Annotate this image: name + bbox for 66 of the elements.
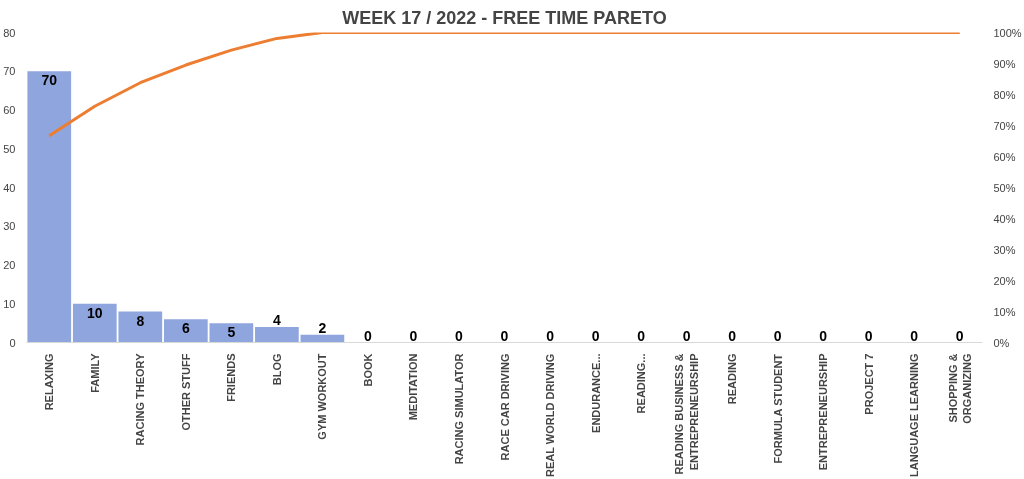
data-label: 0 — [728, 327, 737, 344]
y2-tick-label: 60% — [993, 150, 1016, 163]
data-label: 0 — [364, 327, 373, 344]
data-label: 0 — [637, 327, 646, 344]
x-tick-label: READING... — [635, 353, 648, 414]
bar — [163, 319, 208, 343]
y-tick-label: 60 — [3, 104, 16, 116]
y2-tick-label: 70% — [993, 119, 1016, 132]
data-label: 0 — [955, 327, 964, 344]
data-label: 0 — [773, 327, 782, 344]
data-label: 70 — [41, 72, 58, 89]
data-label: 2 — [318, 319, 327, 336]
y2-tick-label: 0% — [993, 336, 1010, 349]
x-tick-label: GYM WORKOUT — [316, 353, 329, 440]
chart-title: WEEK 17 / 2022 - FREE TIME PARETO — [342, 7, 667, 28]
x-tick-label: OTHER STUFF — [179, 353, 192, 431]
y2-tick-label: 80% — [993, 88, 1016, 101]
x-tick-label: BOOK — [361, 353, 374, 387]
y-tick-label: 0 — [9, 336, 16, 349]
data-label: 8 — [136, 312, 145, 329]
y-tick-label: 40 — [3, 181, 16, 194]
data-label: 0 — [864, 327, 873, 344]
x-tick-label: FAMILY — [88, 352, 101, 393]
y-tick-label: 20 — [3, 259, 16, 271]
y2-tick-label: 50% — [993, 181, 1016, 194]
x-tick-label: PROJECT 7 — [862, 353, 875, 415]
y-tick-label: 80 — [3, 26, 16, 39]
x-tick-label: READING — [726, 353, 739, 405]
bar — [255, 327, 299, 343]
x-tick-label: REAL WORLD DRIVING — [544, 353, 557, 477]
x-tick-label: RACE CAR DRIVING — [498, 353, 511, 461]
data-label: 0 — [591, 327, 600, 344]
x-tick-label: BLOG — [270, 353, 283, 386]
x-tick-label: FORMULA STUDENT — [771, 353, 784, 464]
data-label: 6 — [181, 320, 190, 337]
y-tick-label: 50 — [3, 142, 16, 155]
x-tick-label: READING BUSINESS & ENTREPRENEURSHIP — [673, 353, 700, 475]
data-label: 10 — [87, 304, 103, 321]
x-tick-label: MEDITATION — [407, 353, 420, 421]
y-tick-label: 70 — [3, 65, 16, 78]
data-label: 0 — [682, 327, 691, 344]
data-label: 0 — [546, 327, 555, 344]
data-label: 0 — [910, 327, 919, 344]
y2-tick-label: 90% — [993, 57, 1016, 70]
y2-tick-label: 40% — [993, 212, 1016, 225]
y2-tick-label: 30% — [993, 243, 1016, 256]
x-tick-label: SHOPPING & ORGANIZING — [946, 353, 973, 424]
data-label: 5 — [227, 324, 236, 341]
x-tick-label: RACING THEORY — [134, 352, 147, 446]
data-label: 0 — [409, 327, 418, 344]
data-label: 4 — [272, 312, 281, 328]
y2-tick-label: 100% — [993, 26, 1022, 39]
y2-tick-label: 20% — [993, 274, 1016, 287]
x-tick-label: FRIENDS — [225, 353, 238, 402]
data-label: 0 — [500, 327, 509, 344]
y-tick-label: 10 — [3, 297, 16, 310]
x-tick-label: LANGUAGE LEARNING — [908, 353, 921, 477]
data-label: 0 — [455, 327, 464, 344]
x-tick-label: RELAXING — [43, 353, 56, 411]
bar — [27, 71, 72, 343]
y2-tick-label: 10% — [993, 305, 1016, 318]
data-label: 0 — [819, 327, 828, 344]
x-tick-label: RACING SIMULATOR — [452, 353, 465, 465]
y-tick-label: 30 — [3, 220, 16, 233]
x-tick-label: ENDURANCE... — [589, 353, 602, 433]
x-tick-label: ENTREPRENEURSHIP — [817, 353, 830, 471]
